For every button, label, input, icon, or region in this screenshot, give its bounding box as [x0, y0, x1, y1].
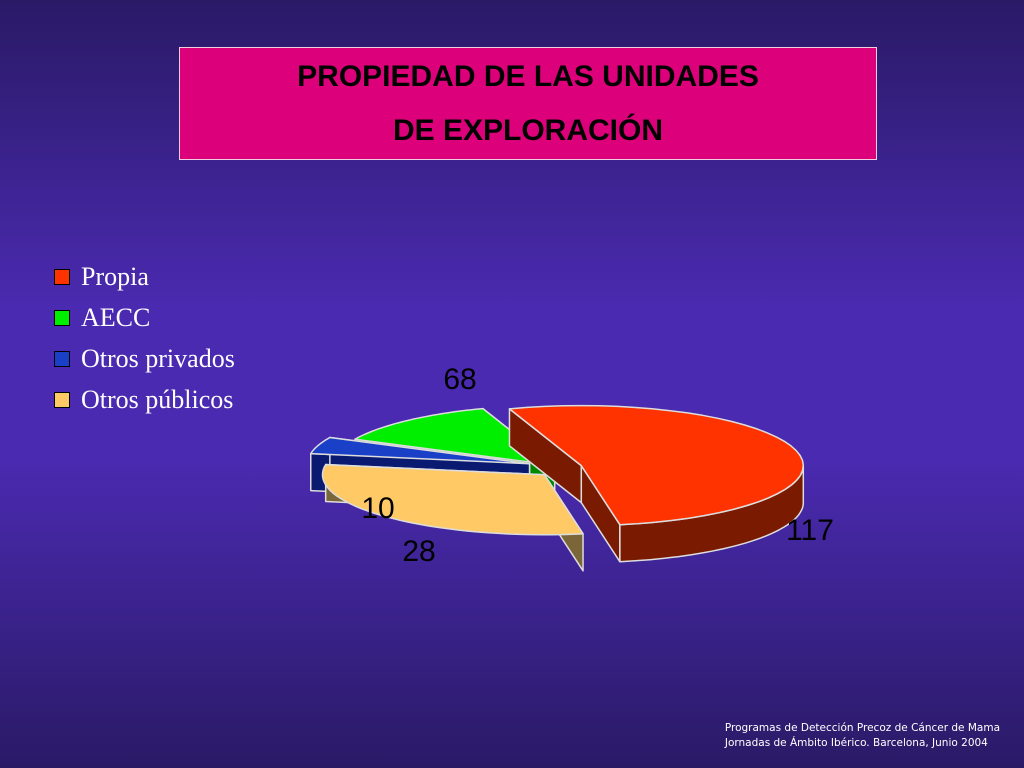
pie-slice-propia [508, 404, 805, 563]
title-box: PROPIEDAD DE LAS UNIDADES DE EXPLORACIÓN [179, 47, 877, 160]
legend-swatch-propia [54, 268, 70, 285]
legend-item-otros-privados: Otros privados [54, 338, 235, 379]
legend-swatch-aecc [54, 309, 70, 326]
legend-label-aecc: AECC [81, 302, 151, 332]
legend-label-otros-publicos: Otros públicos [81, 384, 234, 414]
legend-swatch-otros-privados [54, 350, 70, 367]
legend: Propia AECC Otros privados Otros público… [54, 256, 235, 420]
pie-slice-otros-publicos [321, 463, 584, 572]
legend-item-otros-publicos: Otros públicos [54, 379, 235, 420]
footer: Programas de Detección Precoz de Cáncer … [725, 721, 1000, 753]
title-line-2: DE EXPLORACIÓN [392, 113, 664, 147]
footer-line-1: Programas de Detección Precoz de Cáncer … [724, 721, 1000, 734]
data-label-otros-privados: 10 [361, 492, 394, 525]
legend-label-propia: Propia [81, 261, 149, 291]
legend-item-aecc: AECC [54, 297, 235, 338]
title-line-1: PROPIEDAD DE LAS UNIDADES [297, 59, 759, 93]
legend-swatch-otros-publicos [54, 391, 70, 408]
legend-label-otros-privados: Otros privados [81, 343, 235, 373]
footer-line-2: Jornadas de Ámbito Ibérico. Barcelona, J… [724, 737, 988, 750]
data-label-otros-publicos: 68 [443, 363, 476, 396]
data-label-aecc: 28 [402, 535, 435, 568]
data-label-propia: 117 [786, 514, 834, 547]
legend-item-propia: Propia [54, 256, 235, 297]
